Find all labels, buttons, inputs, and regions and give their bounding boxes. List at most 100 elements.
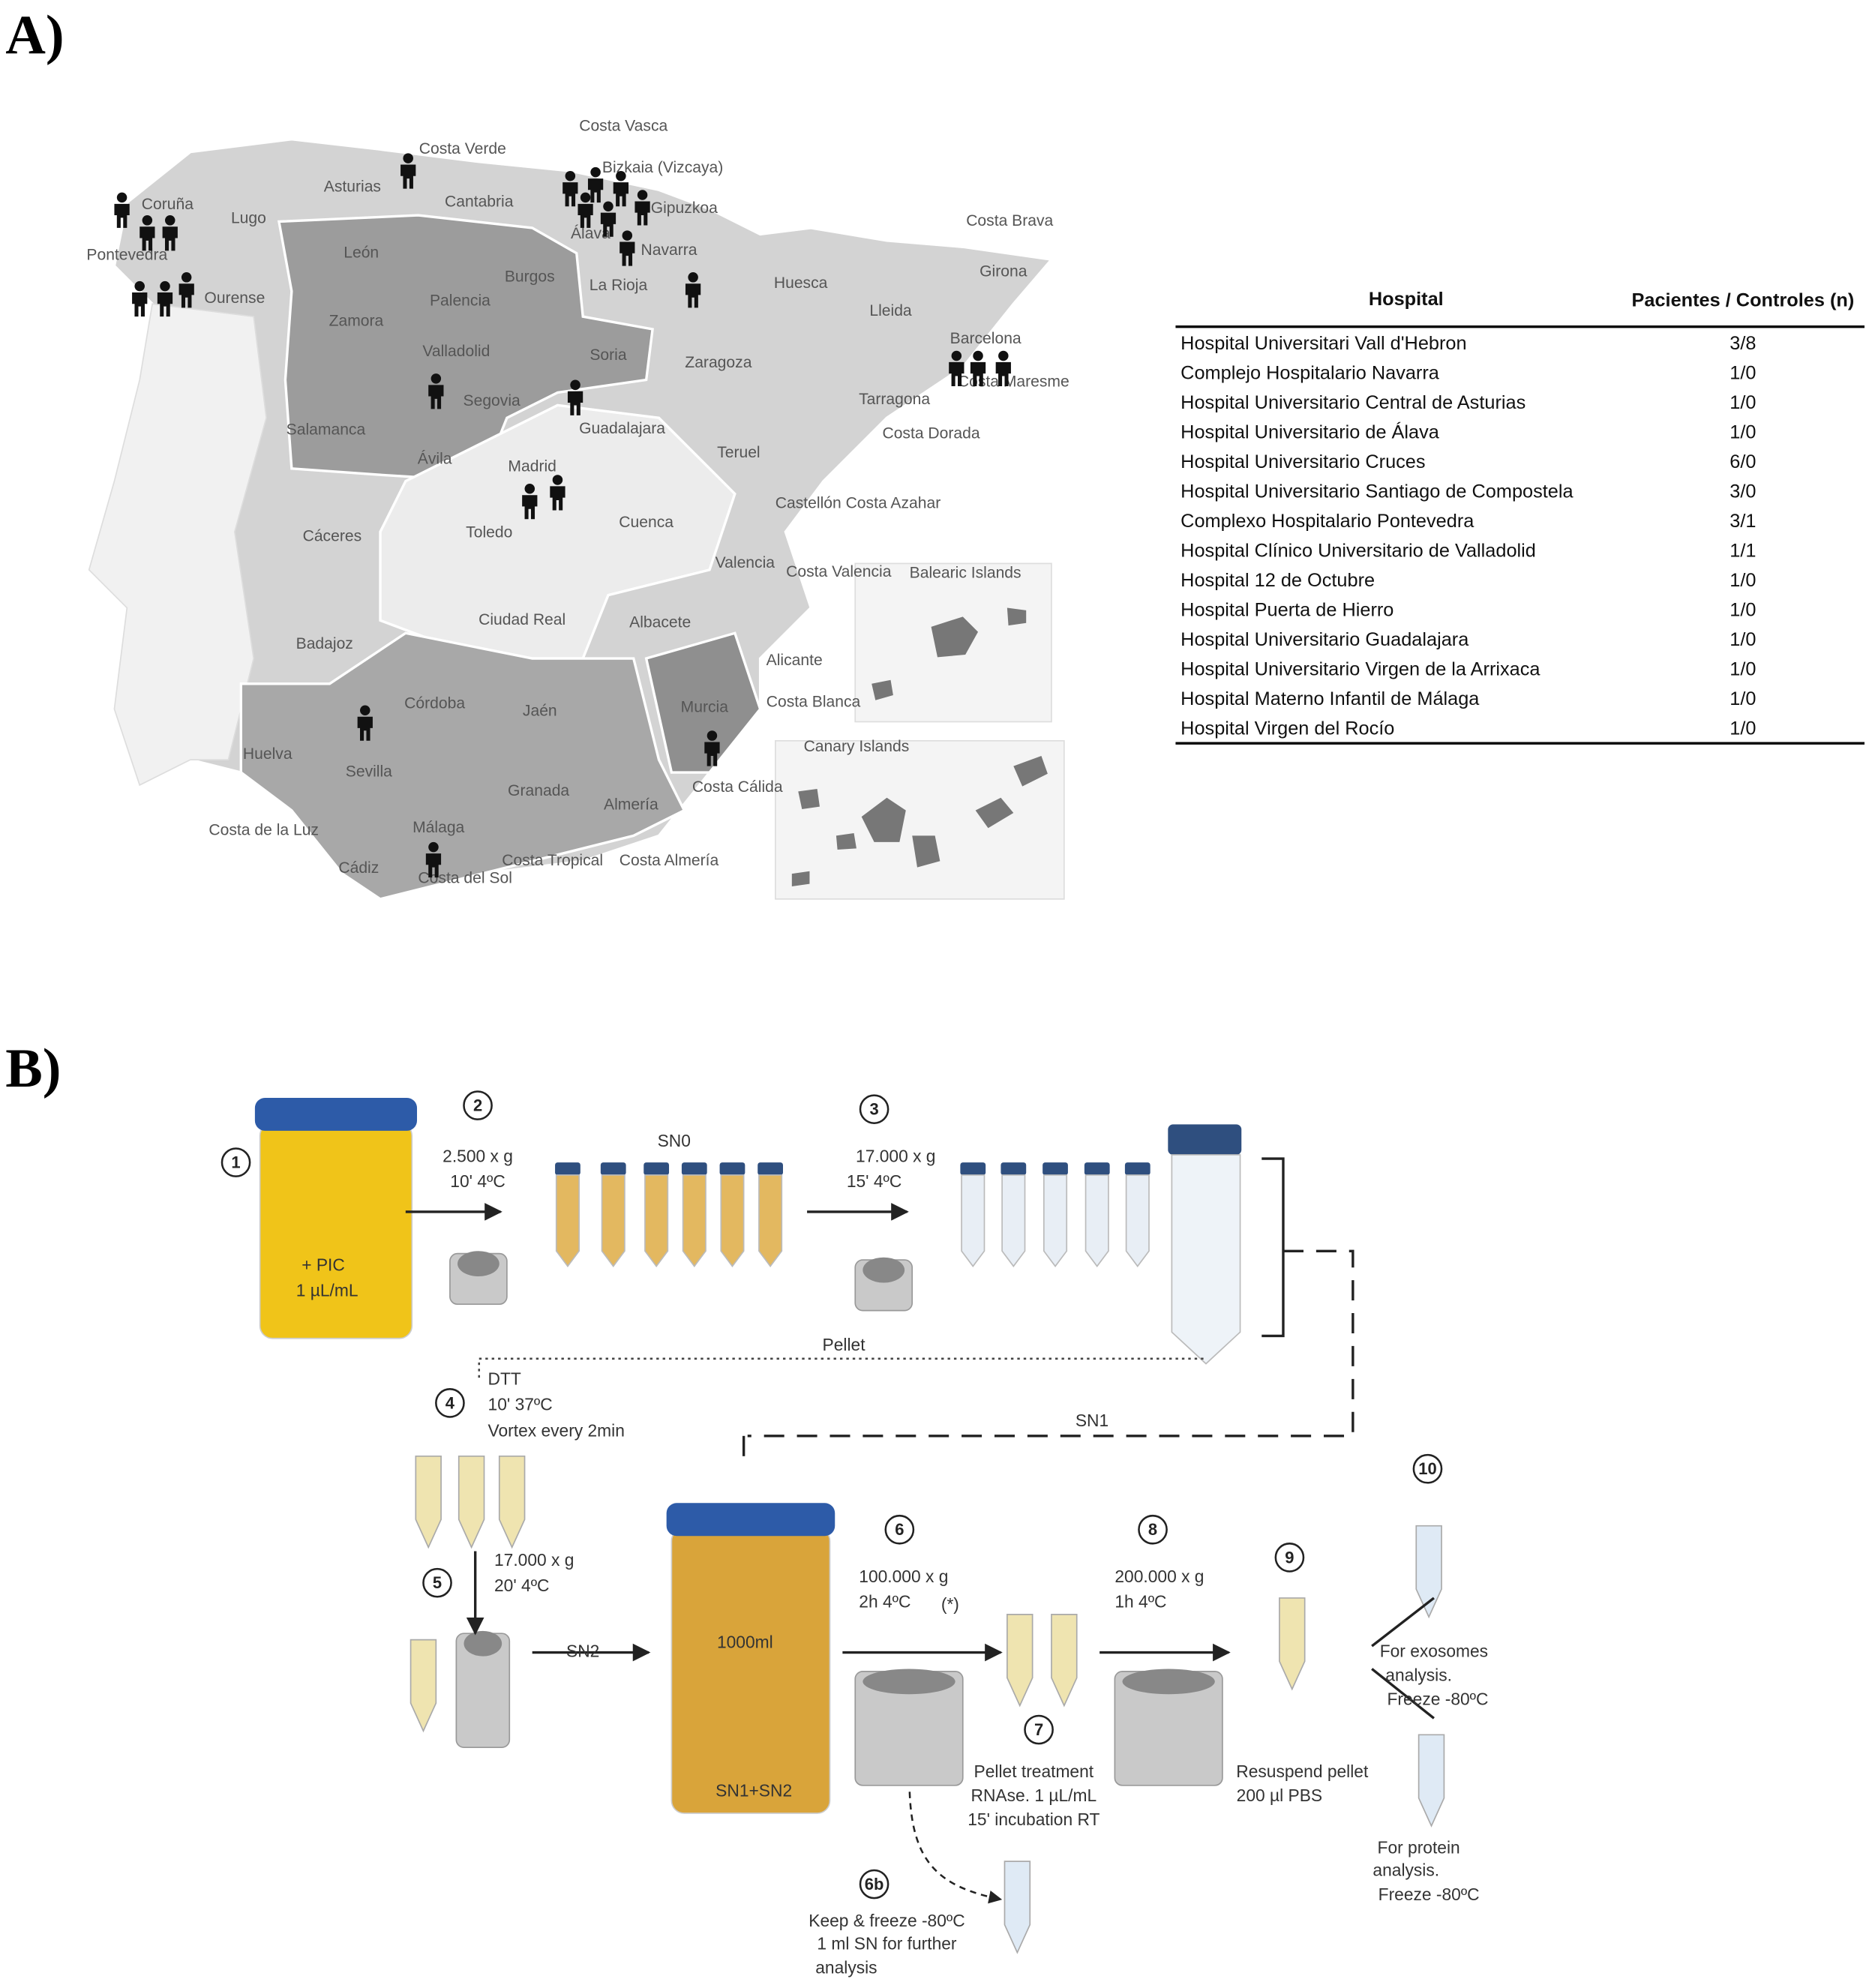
island	[872, 607, 1027, 700]
map-label: Alicante	[766, 652, 823, 669]
person-icon	[522, 495, 538, 520]
table-cell: Hospital Universitario Virgen de la Arri…	[1180, 659, 1540, 680]
diagram-label: 20' 4ºC	[494, 1576, 549, 1595]
map-label: Cádiz	[338, 859, 379, 877]
person-icon	[688, 272, 698, 283]
diagram-label: Freeze -80ºC	[1378, 1885, 1480, 1904]
step-badge	[1274, 1543, 1305, 1573]
eppendorf	[1006, 1614, 1034, 1708]
map-label: Madrid	[508, 458, 556, 475]
person-icon	[580, 192, 591, 203]
map-label: Canary Islands	[804, 738, 910, 755]
map-label: Castellón	[776, 495, 842, 512]
person-icon	[134, 280, 145, 292]
diagram-label: analysis.	[1372, 1861, 1439, 1880]
map-label: Pontevedra	[86, 247, 167, 264]
map-label: Burgos	[505, 268, 555, 285]
table-cell: 1/0	[1730, 600, 1756, 621]
map-label: Costa Tropical	[502, 852, 603, 869]
step-number: 8	[1148, 1520, 1157, 1539]
map-label: Salamanca	[286, 421, 366, 439]
map-label: Soria	[590, 346, 627, 364]
map-label: Costa Almería	[620, 852, 719, 869]
tube	[1001, 1174, 1026, 1267]
table-cell: 1/0	[1730, 392, 1756, 413]
region	[644, 631, 762, 774]
map-label: Ávila	[418, 451, 452, 468]
diagram-label: 1 µL/mL	[296, 1280, 358, 1300]
container	[670, 1528, 831, 1814]
person-icon	[132, 292, 148, 317]
table-cell: 1/0	[1730, 570, 1756, 591]
centrifuge-lid	[862, 1257, 905, 1283]
table-cell: Hospital Universitario de Álava	[1180, 421, 1440, 443]
step-number: 9	[1285, 1548, 1294, 1567]
map-label: Albacete	[629, 613, 691, 631]
tube	[601, 1174, 626, 1267]
diagram-label: 17.000 x g	[494, 1550, 574, 1570]
map-label: Costa Dorada	[882, 425, 980, 442]
map-label: Asturias	[324, 178, 381, 195]
map-label: Valencia	[716, 554, 776, 571]
region	[239, 631, 686, 901]
table-cell: 3/8	[1730, 333, 1756, 354]
map-label: La Rioja	[590, 277, 648, 294]
table-cell: 1/0	[1730, 688, 1756, 709]
map-label: Segovia	[464, 392, 520, 409]
island	[791, 756, 1048, 886]
map-label: Costa Maresme	[958, 373, 1070, 391]
diagram-label: For exosomes	[1380, 1642, 1488, 1661]
diagram-label: 17.000 x g	[856, 1146, 935, 1165]
map-label: Zamora	[329, 312, 384, 329]
table-cell: 1/1	[1730, 541, 1756, 562]
person-icon	[567, 391, 584, 415]
step-badge	[859, 1094, 890, 1124]
map-label: Zaragoza	[685, 354, 752, 371]
person-icon	[428, 841, 439, 853]
person-icon	[622, 230, 633, 241]
person-icon	[998, 350, 1009, 361]
person-icon	[360, 705, 370, 716]
tube-cap	[1084, 1162, 1110, 1175]
person-icon	[562, 182, 578, 207]
step-number: 10	[1418, 1459, 1436, 1478]
eppendorf	[1279, 1597, 1306, 1691]
map-label: Tarragona	[859, 391, 930, 408]
table-cell: Hospital Universitario Santiago de Compo…	[1180, 481, 1574, 502]
person-icon	[613, 182, 628, 207]
diagram-label: Pellet	[823, 1335, 866, 1354]
person-icon	[616, 170, 626, 181]
diagram-label: analysis.	[1385, 1666, 1452, 1685]
person-icon	[403, 153, 413, 163]
map-label: Costa Blanca	[766, 694, 861, 711]
step-badge	[859, 1869, 890, 1900]
diagram-label: 200 µl PBS	[1237, 1786, 1322, 1805]
tube-cap	[719, 1162, 746, 1175]
dashed-connector	[908, 1792, 1003, 1904]
person-icon	[995, 361, 1011, 387]
diagram-label: 15' 4ºC	[847, 1171, 902, 1191]
diagram-label: Pellet treatment	[974, 1762, 1094, 1781]
person-icon	[400, 164, 416, 189]
portugal	[88, 303, 267, 787]
person-icon	[578, 203, 593, 228]
step-number: 6	[895, 1520, 904, 1539]
tube-cap	[758, 1162, 783, 1175]
dotted-connector	[478, 1357, 1204, 1381]
map-label: Ourense	[204, 289, 265, 307]
step-badge	[1138, 1514, 1168, 1545]
person-icon	[565, 170, 576, 181]
tube	[555, 1174, 580, 1267]
map-label: Costa Vasca	[579, 117, 668, 134]
map-label: Costa Azahar	[846, 495, 941, 512]
diagram-label: Vortex every 2min	[488, 1421, 625, 1441]
diagram-label: (*)	[941, 1594, 959, 1614]
map-label: Cuenca	[619, 514, 674, 531]
diagram-label: 200.000 x g	[1114, 1567, 1204, 1586]
tube-cap	[681, 1162, 707, 1175]
tube	[758, 1174, 783, 1267]
tube	[1171, 1154, 1241, 1365]
diagram-label: RNAse. 1 µL/mL	[971, 1786, 1097, 1805]
